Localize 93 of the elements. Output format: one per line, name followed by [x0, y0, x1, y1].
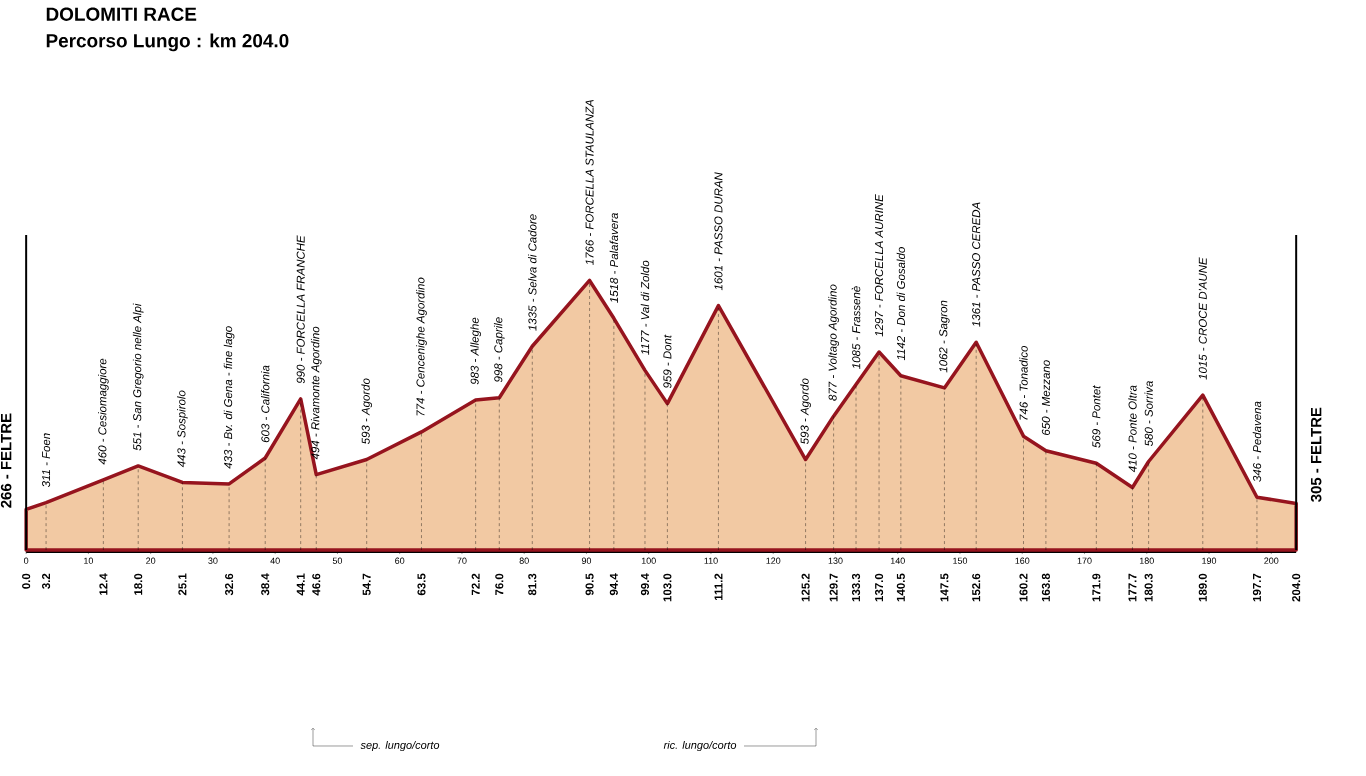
x-tick-label: 190 — [1202, 557, 1217, 564]
data-label: 998 - Caprile — [493, 317, 505, 383]
x2-tick-label: 160.2 — [1019, 573, 1028, 602]
x2-tick-label: 111.2 — [714, 573, 723, 600]
data-label: 774 - Cencenighe Agordino — [416, 277, 427, 416]
data-label: 433 - Bv. di Gena - fine lago — [223, 326, 235, 469]
data-label: 410 - Ponte Oltra — [1128, 385, 1137, 473]
x2-tick-label: 44.1 — [296, 573, 305, 596]
x2-tick-label: 99.4 — [640, 573, 650, 596]
x2-tick-label: 90.5 — [585, 573, 594, 596]
data-label: 746 - Tonadico — [1019, 345, 1028, 420]
chart-subtitle: Percorso Lungo : km 204.0 — [46, 33, 289, 52]
x2-tick-label: 147.5 — [940, 573, 949, 602]
x-tick-label: 110 — [704, 557, 718, 564]
chart-title: DOLOMITI RACE — [46, 7, 197, 21]
x-tick-label: 50 — [332, 557, 343, 564]
data-label: 603 - California — [261, 365, 270, 443]
x-tick-label: 30 — [208, 557, 218, 564]
x2-tick-label: 171.9 — [1092, 573, 1101, 602]
data-label: 551 - San Gregorio nelle Alpi — [132, 303, 144, 451]
x-tick-label: 150 — [953, 557, 968, 564]
x2-tick-label: 3.2 — [42, 573, 51, 589]
x-tick-label: 90 — [581, 557, 592, 564]
data-label: 460 - Cesiomaggiore — [98, 358, 109, 465]
x2-tick-label: 0.0 — [22, 573, 31, 589]
data-label: 593 - Agordo — [361, 378, 373, 445]
x2-tick-label: 152.6 — [972, 573, 981, 602]
x2-tick-label: 140.5 — [896, 573, 905, 602]
x2-tick-label: 125.2 — [801, 573, 810, 602]
data-label: 443 - Sospirolo — [177, 390, 188, 468]
x-tick-label: 60 — [395, 557, 405, 564]
text: ric. lungo/corto — [663, 740, 737, 752]
data-label: 580 - Sorriva — [1144, 381, 1153, 447]
data-label: 1177 - Val di Zoldo — [640, 260, 650, 355]
data-label: 266 - FELTRE — [0, 413, 12, 508]
x2-tick-label: 63.5 — [417, 573, 426, 596]
x-tick-label: 80 — [519, 557, 529, 564]
x-tick-label: 100 — [641, 557, 656, 564]
x-tick-label: 10 — [84, 557, 94, 564]
x2-tick-label: 204.0 — [1292, 573, 1301, 602]
x2-tick-label: 38.4 — [261, 573, 270, 596]
x-tick-label: 20 — [146, 557, 156, 564]
data-label: 1361 - PASSO CEREDA — [972, 202, 981, 327]
x-tick-label: 130 — [828, 557, 843, 564]
data-label: 1142 - Don di Gosaldo — [896, 247, 906, 361]
data-label: 959 - Dont — [663, 334, 672, 389]
data-label: 1015 - CROCE D'AUNE — [1198, 257, 1207, 380]
data-label: 990 - FORCELLA FRANCHE — [296, 235, 305, 384]
x-tick-label: 200 — [1264, 557, 1279, 564]
data-label: 305 - FELTRE — [1310, 407, 1322, 502]
data-label: 650 - Mezzano — [1041, 360, 1050, 435]
data-label: 1601 - PASSO DURAN — [714, 172, 723, 291]
data-label: 346 - Pedavena — [1252, 401, 1262, 482]
x2-tick-label: 189.0 — [1198, 573, 1207, 602]
data-label: 1766 - FORCELLA STAULANZA — [585, 99, 594, 265]
x-tick-label: 140 — [890, 557, 905, 564]
x2-tick-label: 12.4 — [99, 573, 108, 595]
data-label: 1085 - Frassenè — [851, 286, 861, 369]
x2-tick-label: 18.0 — [134, 573, 143, 595]
x2-tick-label: 81.3 — [528, 573, 537, 596]
x-tick-label: 120 — [766, 557, 781, 564]
data-label: 494 - Rivamonte Agordino — [310, 326, 322, 460]
data-label: 983 - Alleghe — [470, 317, 481, 385]
data-label: 1335 - Selva di Cadore — [528, 214, 537, 331]
x2-tick-label: 163.8 — [1041, 573, 1050, 602]
x2-tick-label: 25.1 — [178, 573, 187, 596]
x2-tick-label: 76.0 — [495, 573, 504, 596]
x-tick-label: 0 — [24, 557, 29, 564]
x-tick-label: 40 — [270, 557, 280, 564]
x-tick-label: 160 — [1015, 557, 1030, 564]
data-label: 311 - Foen — [42, 433, 51, 488]
x-tick-label: 180 — [1139, 557, 1154, 564]
x2-tick-label: 54.7 — [362, 573, 371, 596]
x2-tick-label: 129.7 — [829, 573, 838, 602]
x-tick-label: 170 — [1077, 557, 1092, 564]
x2-tick-label: 46.6 — [312, 573, 321, 596]
data-label: 1297 - FORCELLA AURINE — [875, 194, 884, 337]
x2-tick-label: 133.3 — [851, 573, 861, 602]
x2-tick-label: 94.4 — [609, 573, 618, 596]
x2-tick-label: 137.0 — [874, 573, 884, 602]
data-label: 569 - Pontet — [1092, 385, 1101, 448]
text: sep. lungo/corto — [360, 740, 440, 752]
data-label: 877 - Voltago Agordino — [828, 284, 839, 401]
x2-tick-label: 197.7 — [1252, 573, 1261, 602]
data-label: 1062 - Sagron — [939, 300, 950, 373]
x2-tick-label: 32.6 — [225, 573, 234, 596]
x2-tick-label: 72.2 — [471, 573, 480, 596]
x-tick-label: 70 — [457, 557, 467, 564]
x2-tick-label: 180.3 — [1144, 573, 1153, 602]
x2-tick-label: 177.7 — [1128, 573, 1137, 602]
x2-tick-label: 103.0 — [663, 573, 672, 602]
data-label: 1518 - Palafavera — [609, 213, 619, 303]
data-label: 593 - Agordo — [800, 378, 811, 445]
